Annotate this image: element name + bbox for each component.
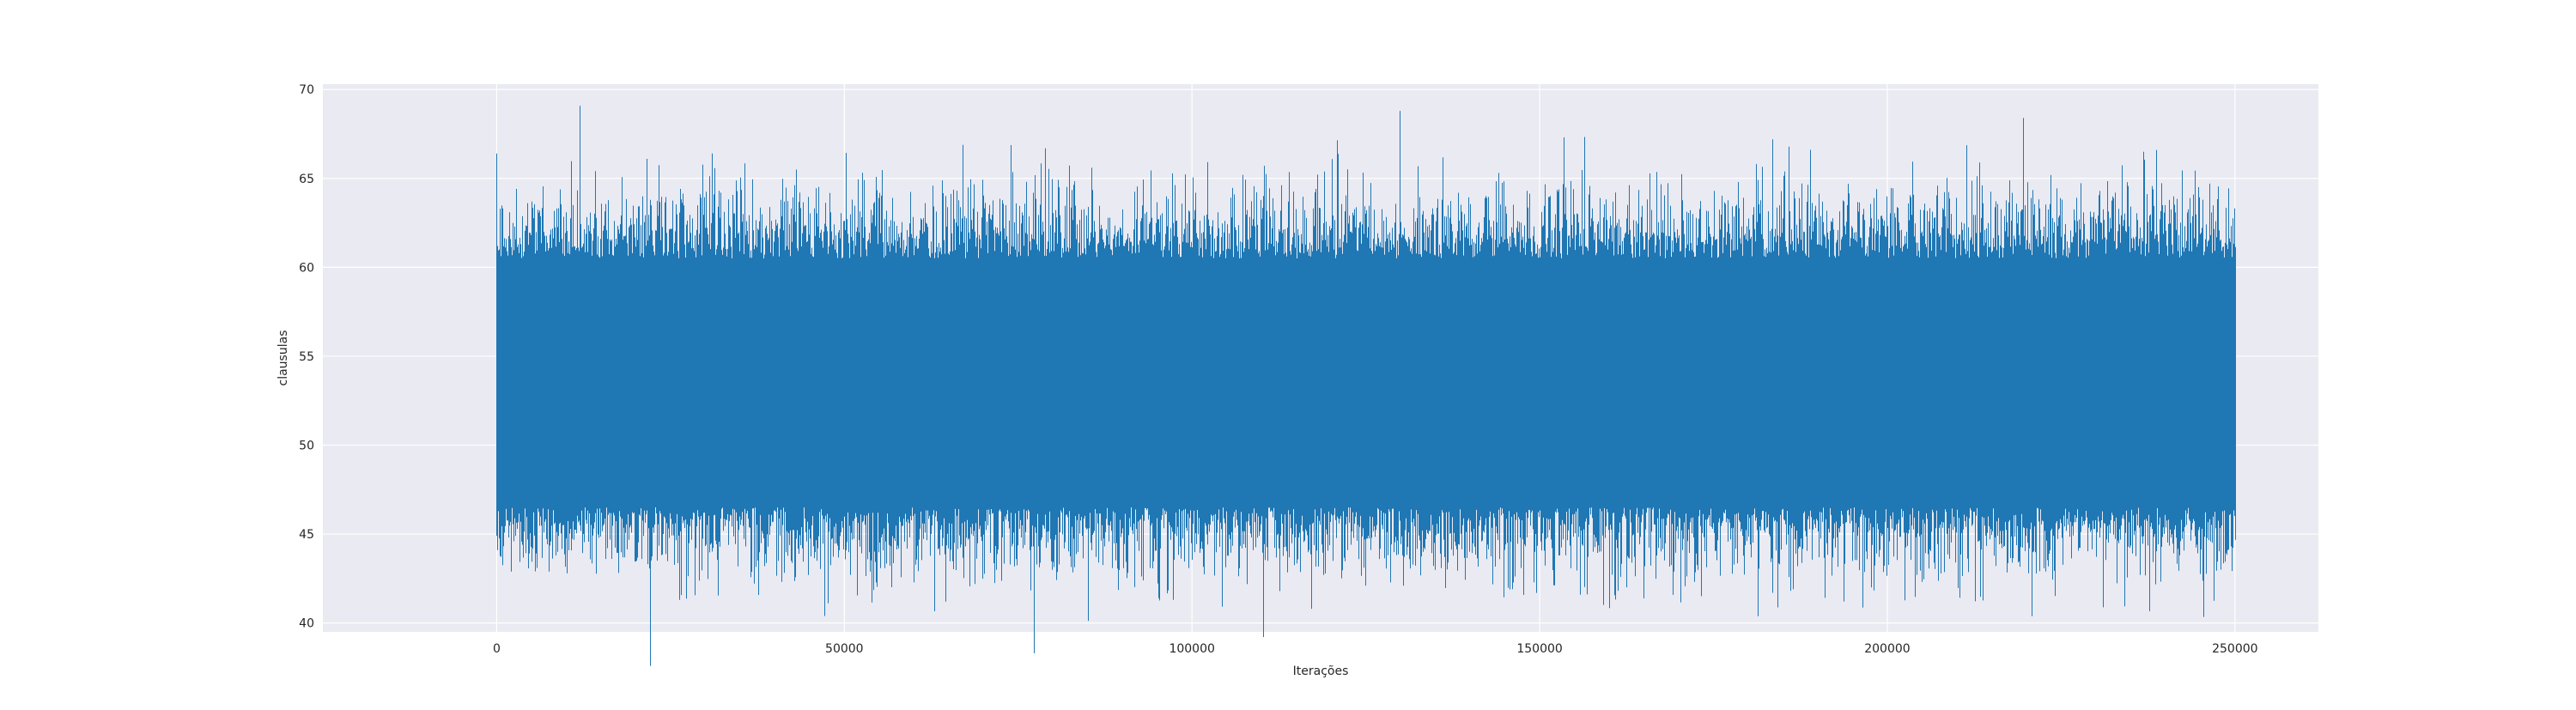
- y-tick-label: 60: [299, 261, 314, 275]
- y-tick-label: 50: [299, 440, 314, 453]
- y-tick-label: 45: [299, 528, 314, 542]
- x-tick-label: 150000: [1516, 642, 1562, 656]
- series-line: [496, 106, 2236, 666]
- x-tick-label: 250000: [2212, 642, 2257, 656]
- x-tick-label: 50000: [825, 642, 864, 656]
- y-tick-labels: 40 45 50 55 60 65 70: [299, 83, 314, 630]
- series-trace: [496, 106, 2236, 666]
- x-tick-label: 100000: [1169, 642, 1214, 656]
- y-axis-label: clausulas: [276, 331, 290, 386]
- y-tick-label: 65: [299, 173, 314, 186]
- y-tick-label: 55: [299, 350, 314, 364]
- x-tick-label: 0: [493, 642, 501, 656]
- y-tick-label: 70: [299, 83, 314, 97]
- x-axis-label: Iterações: [1293, 664, 1349, 678]
- x-tick-labels: 0 50000 100000 150000 200000 250000: [493, 642, 2258, 656]
- y-tick-label: 40: [299, 617, 314, 631]
- x-tick-label: 200000: [1864, 642, 1910, 656]
